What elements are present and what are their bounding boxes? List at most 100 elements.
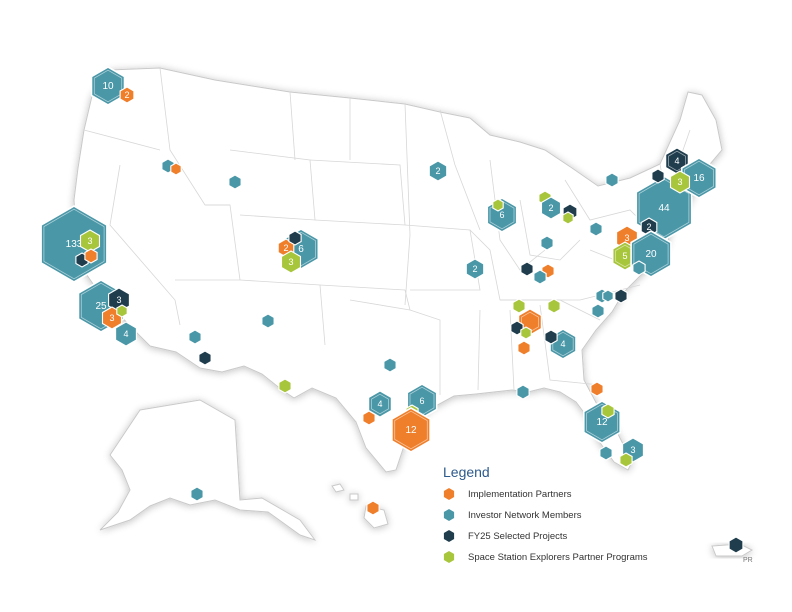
explorers-hexagon-icon (601, 403, 615, 419)
marker-count-label: 3 (116, 295, 121, 305)
marker-al-explorers[interactable] (520, 326, 532, 340)
marker-pr-fy25[interactable] (728, 536, 744, 554)
marker-tx-west-explorers[interactable] (278, 378, 292, 394)
explorers-hexagon-icon (619, 452, 633, 468)
investor-hexagon-icon (465, 258, 485, 280)
legend-item-fy25: FY25 Selected Projects (440, 528, 680, 546)
marker-count-label: 2 (472, 264, 477, 274)
marker-fl-south-investor-small[interactable] (599, 445, 613, 461)
marker-vt-fy25-small[interactable] (651, 168, 665, 184)
marker-fl-south-explorers[interactable] (619, 452, 633, 468)
marker-ca-north-explorers[interactable]: 3 (79, 229, 101, 253)
hexagon-inner-ring (586, 403, 618, 441)
marker-fl-jax-implementation[interactable] (590, 381, 604, 397)
fy25-hexagon-icon (288, 230, 302, 246)
hexagon-inner-ring (668, 150, 686, 172)
marker-count-label: 4 (123, 329, 128, 339)
marker-tx-austin-implementation[interactable] (362, 410, 376, 426)
investor-hexagon-icon (90, 66, 126, 106)
marker-co-explorers[interactable]: 3 (280, 250, 302, 274)
marker-ny-north-investor[interactable] (605, 172, 619, 188)
fy25-hexagon-icon (544, 329, 558, 345)
marker-count-label: 25 (95, 301, 107, 312)
marker-ca-south-explorers[interactable] (116, 304, 128, 318)
marker-va-fy25[interactable] (614, 288, 628, 304)
marker-fl-central-explorers[interactable] (601, 403, 615, 419)
explorers-hexagon-icon (280, 250, 302, 274)
marker-mi-explorers-2[interactable] (562, 211, 574, 225)
marker-mo-investor[interactable]: 2 (465, 258, 485, 280)
marker-al-fy25[interactable] (510, 320, 524, 336)
marker-nc-investor[interactable] (602, 289, 614, 303)
investor-hexagon-icon (589, 221, 603, 237)
hexagon-inner-ring (638, 178, 690, 238)
marker-ca-north-implementation[interactable] (84, 248, 98, 264)
legend-item-implementation: Implementation Partners (440, 486, 680, 504)
marker-count-label: 4 (674, 156, 679, 166)
investor-hexagon-icon (591, 303, 605, 319)
investor-hexagon-icon (228, 174, 242, 190)
marker-ak-investor[interactable] (190, 486, 204, 502)
fy25-hexagon-icon (728, 536, 744, 554)
legend: Legend Implementation Partners Investor … (440, 464, 680, 574)
marker-in-investor[interactable] (540, 235, 554, 251)
alaska-outline (99, 399, 317, 541)
marker-ky-fy25[interactable] (520, 261, 534, 277)
marker-ky-investor[interactable] (533, 269, 547, 285)
marker-hi-implementation[interactable] (366, 500, 380, 516)
fy25-hexagon-icon (510, 320, 524, 336)
fy25-hexagon-icon (520, 261, 534, 277)
marker-tx-houston-implementation[interactable]: 12 (391, 407, 431, 453)
hexagon-inner-ring (43, 208, 105, 280)
marker-wi-explorers[interactable] (492, 198, 504, 212)
marker-count-label: 6 (298, 244, 304, 255)
implementation-hexagon-icon (442, 487, 456, 501)
marker-ga-fy25[interactable] (544, 329, 558, 345)
marker-id-implementation[interactable] (170, 162, 182, 176)
investor-hexagon-icon (516, 384, 530, 400)
marker-count-label: 4 (377, 399, 382, 409)
fy25-hexagon-icon (442, 529, 456, 543)
marker-md-investor[interactable] (632, 260, 646, 276)
marker-oh-investor[interactable] (589, 221, 603, 237)
investor-hexagon-icon (115, 321, 137, 347)
implementation-hexagon-icon (119, 86, 135, 104)
marker-va-investor-2[interactable] (591, 303, 605, 319)
legend-item-investor: Investor Network Members (440, 507, 680, 525)
marker-wa-implementation[interactable]: 2 (119, 86, 135, 104)
marker-count-label: 44 (658, 203, 670, 214)
marker-mt-investor[interactable] (228, 174, 242, 190)
marker-mn-investor[interactable]: 2 (428, 160, 448, 182)
marker-wa-investor[interactable]: 10 (90, 66, 126, 106)
marker-nm-investor[interactable] (261, 313, 275, 329)
implementation-hexagon-icon (362, 410, 376, 426)
explorers-hexagon-icon (278, 378, 292, 394)
marker-tn-explorers[interactable] (547, 298, 561, 314)
marker-count-label: 6 (499, 210, 504, 220)
marker-count-label: 133 (66, 239, 83, 250)
marker-al-implementation-2[interactable] (517, 340, 531, 356)
marker-count-label: 2 (283, 243, 288, 253)
marker-ma-explorers[interactable]: 3 (669, 170, 691, 194)
marker-count-label: 5 (622, 251, 627, 261)
marker-co-fy25[interactable] (288, 230, 302, 246)
marker-count-label: 3 (630, 445, 635, 455)
implementation-hexagon-icon (391, 407, 431, 453)
marker-ok-investor[interactable] (383, 357, 397, 373)
marker-count-label: 16 (693, 173, 705, 184)
implementation-hexagon-icon (84, 248, 98, 264)
implementation-hexagon-icon (170, 162, 182, 176)
marker-mi-investor[interactable]: 2 (540, 196, 562, 220)
marker-az-investor[interactable] (188, 329, 202, 345)
marker-count-label: 3 (87, 236, 92, 246)
marker-ms-explorers[interactable] (512, 298, 526, 314)
investor-hexagon-icon (680, 157, 718, 199)
marker-ma-investor[interactable]: 16 (680, 157, 718, 199)
marker-count-label: 4 (560, 339, 565, 349)
marker-tx-austin-investor[interactable]: 4 (368, 390, 392, 418)
marker-fl-panhandle-investor[interactable] (516, 384, 530, 400)
marker-az-fy25[interactable] (198, 350, 212, 366)
marker-ca-south-investor-small[interactable]: 4 (115, 321, 137, 347)
explorers-hexagon-icon (442, 550, 456, 564)
